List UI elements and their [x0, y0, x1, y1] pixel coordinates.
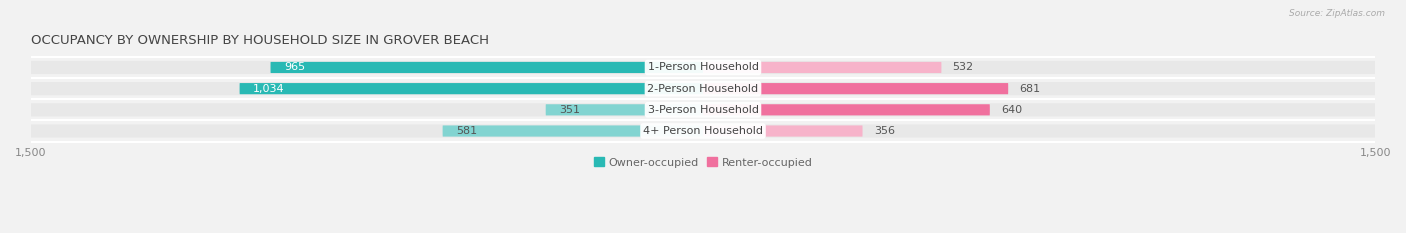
- Text: 1-Person Household: 1-Person Household: [648, 62, 758, 72]
- FancyBboxPatch shape: [270, 62, 703, 73]
- Legend: Owner-occupied, Renter-occupied: Owner-occupied, Renter-occupied: [589, 153, 817, 172]
- FancyBboxPatch shape: [703, 83, 1008, 94]
- Text: Source: ZipAtlas.com: Source: ZipAtlas.com: [1289, 9, 1385, 18]
- FancyBboxPatch shape: [703, 104, 990, 115]
- Text: 2-Person Household: 2-Person Household: [647, 84, 759, 94]
- Text: 351: 351: [560, 105, 581, 115]
- FancyBboxPatch shape: [31, 124, 1375, 137]
- FancyBboxPatch shape: [31, 82, 1375, 95]
- FancyBboxPatch shape: [703, 125, 862, 137]
- FancyBboxPatch shape: [703, 62, 942, 73]
- FancyBboxPatch shape: [239, 83, 703, 94]
- FancyBboxPatch shape: [31, 61, 1375, 74]
- Text: 581: 581: [456, 126, 477, 136]
- Text: 356: 356: [873, 126, 894, 136]
- Text: 4+ Person Household: 4+ Person Household: [643, 126, 763, 136]
- Text: 3-Person Household: 3-Person Household: [648, 105, 758, 115]
- FancyBboxPatch shape: [443, 125, 703, 137]
- Text: 1,034: 1,034: [253, 84, 284, 94]
- Text: 532: 532: [953, 62, 974, 72]
- Text: 965: 965: [284, 62, 305, 72]
- Text: 681: 681: [1019, 84, 1040, 94]
- FancyBboxPatch shape: [31, 103, 1375, 116]
- Text: 640: 640: [1001, 105, 1022, 115]
- FancyBboxPatch shape: [546, 104, 703, 115]
- Text: OCCUPANCY BY OWNERSHIP BY HOUSEHOLD SIZE IN GROVER BEACH: OCCUPANCY BY OWNERSHIP BY HOUSEHOLD SIZE…: [31, 34, 489, 47]
